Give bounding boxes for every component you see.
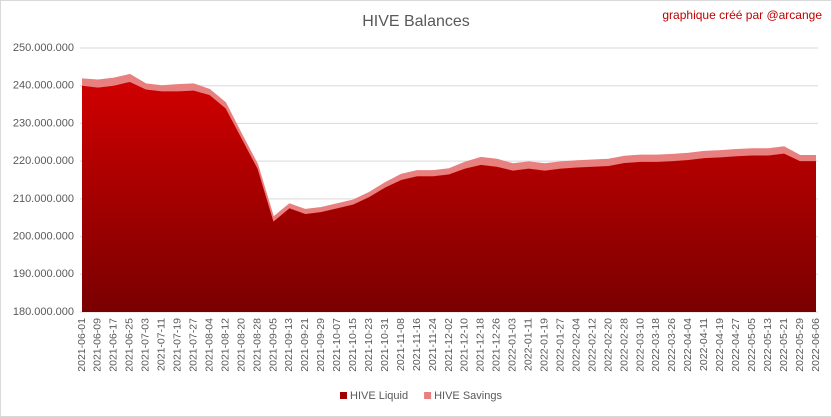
x-tick-label: 2021-11-08 — [395, 318, 407, 371]
x-tick-label: 2021-10-23 — [363, 318, 375, 372]
x-tick-label: 2022-04-11 — [698, 318, 710, 371]
x-tick-label: 2021-06-01 — [76, 318, 88, 372]
x-tick-label: 2022-05-29 — [794, 318, 806, 372]
x-tick-label: 2022-02-28 — [618, 318, 630, 372]
y-tick-label: 200.000.000 — [13, 230, 74, 242]
x-tick-label: 2021-07-11 — [156, 318, 168, 371]
x-tick-label: 2022-01-03 — [507, 318, 519, 372]
x-tick-label: 2021-11-24 — [427, 318, 439, 371]
x-tick-label: 2021-10-31 — [379, 318, 391, 372]
x-tick-label: 2021-09-13 — [283, 318, 295, 372]
area-top-line — [81, 73, 816, 218]
x-tick-label: 2021-08-20 — [235, 318, 247, 372]
chart-subtitle: graphique créé par @arcange — [662, 8, 822, 22]
y-tick-label: 250.000.000 — [13, 42, 74, 54]
x-tick-label: 2021-12-18 — [475, 318, 487, 372]
x-tick-label: 2021-12-02 — [443, 318, 455, 372]
legend-label: HIVE Liquid — [350, 390, 408, 402]
y-tick-label: 180.000.000 — [13, 306, 74, 318]
x-tick-label: 2021-09-05 — [267, 318, 279, 372]
legend-swatch — [340, 392, 347, 399]
x-tick-label: 2021-07-19 — [172, 318, 184, 372]
x-tick-label: 2021-06-09 — [92, 318, 104, 372]
chart-title: HIVE Balances — [362, 13, 470, 30]
x-tick-label: 2022-02-20 — [602, 318, 614, 372]
y-tick-label: 230.000.000 — [13, 117, 74, 129]
x-tick-label: 2022-06-06 — [810, 318, 822, 372]
x-tick-label: 2021-06-17 — [108, 318, 120, 372]
x-tick-label: 2021-06-25 — [124, 318, 136, 372]
x-tick-label: 2021-08-04 — [203, 318, 215, 372]
y-tick-label: 190.000.000 — [13, 268, 74, 280]
x-tick-label: 2021-09-21 — [299, 318, 311, 372]
x-tick-label: 2022-01-27 — [554, 318, 566, 372]
x-tick-label: 2022-04-19 — [714, 318, 726, 372]
x-tick-label: 2021-07-27 — [187, 318, 199, 372]
x-tick-label: 2021-12-10 — [459, 318, 471, 372]
legend-label: HIVE Savings — [434, 390, 502, 402]
area-fill — [82, 81, 816, 312]
x-tick-label: 2022-05-21 — [778, 318, 790, 372]
y-tick-label: 220.000.000 — [13, 155, 74, 167]
x-tick-label: 2021-07-03 — [140, 318, 152, 372]
x-tick-label: 2021-08-28 — [251, 318, 263, 372]
x-tick-label: 2022-03-18 — [650, 318, 662, 372]
x-tick-label: 2022-03-26 — [666, 318, 678, 372]
x-tick-label: 2022-02-04 — [570, 318, 582, 372]
x-tick-label: 2022-02-12 — [586, 318, 598, 372]
x-tick-label: 2022-04-04 — [682, 318, 694, 372]
x-tick-label: 2022-01-19 — [539, 318, 551, 372]
area-fill — [82, 74, 816, 222]
x-tick-label: 2022-03-10 — [634, 318, 646, 372]
legend-swatch — [424, 392, 432, 399]
x-tick-label: 2022-01-11 — [523, 318, 535, 371]
x-tick-label: 2021-10-07 — [331, 318, 343, 372]
x-tick-label: 2021-11-16 — [411, 318, 423, 371]
y-tick-label: 210.000.000 — [13, 193, 74, 205]
x-tick-label: 2021-10-15 — [347, 318, 359, 372]
x-tick-label: 2022-05-05 — [746, 318, 758, 372]
x-tick-label: 2022-05-13 — [762, 318, 774, 372]
x-tick-label: 2021-08-12 — [219, 318, 231, 372]
x-tick-label: 2021-09-29 — [315, 318, 327, 372]
x-tick-label: 2021-12-26 — [491, 318, 503, 372]
y-tick-label: 240.000.000 — [13, 80, 74, 92]
x-tick-label: 2022-04-27 — [730, 318, 742, 372]
